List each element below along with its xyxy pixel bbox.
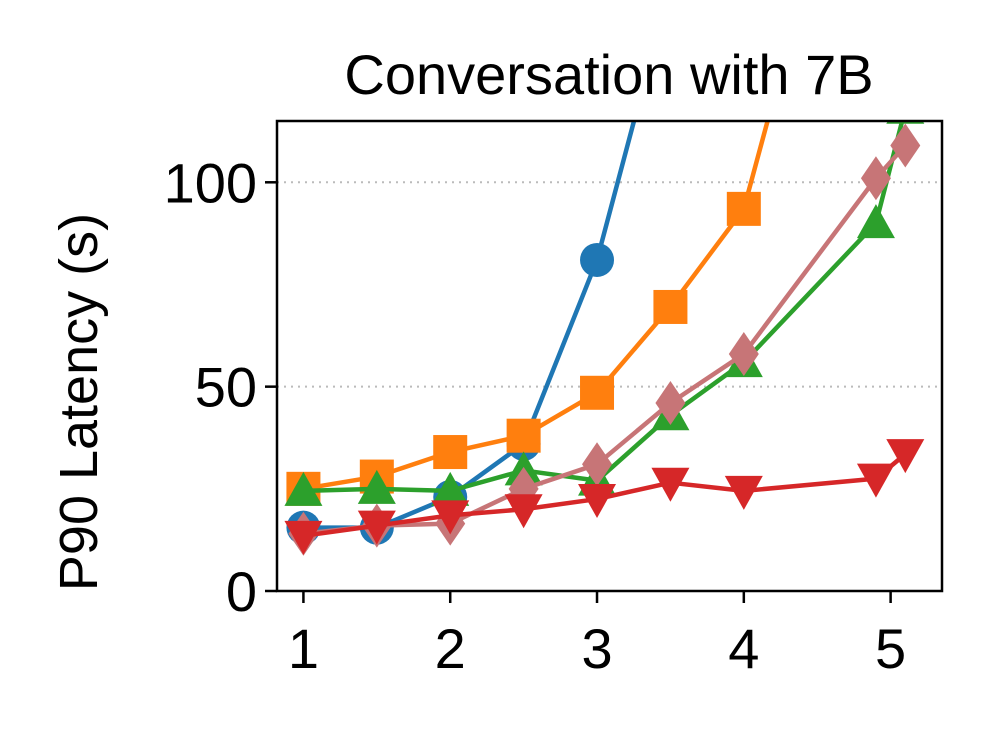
data-point-square — [580, 375, 615, 410]
data-point-triangle-down — [886, 439, 925, 474]
series-line-3 — [303, 121, 905, 494]
data-point-triangle-up — [284, 471, 323, 506]
series-layer — [284, 2, 925, 556]
data-point-square — [778, 2, 812, 36]
y-tick-label: 50 — [195, 356, 257, 419]
data-point-diamond — [655, 381, 686, 425]
plot-frame — [275, 119, 944, 593]
y-tick-label: 0 — [226, 560, 257, 623]
data-point-triangle-up — [856, 204, 895, 239]
data-point-circle — [580, 242, 615, 277]
data-point-square — [653, 289, 688, 324]
data-point-diamond — [728, 331, 759, 376]
x-tick-label: 4 — [728, 617, 759, 680]
x-tick-label: 5 — [875, 617, 906, 680]
data-point-triangle-down — [431, 500, 470, 535]
series-3 — [284, 121, 925, 506]
y-axis-label: P90 Latency (s) — [49, 213, 109, 591]
data-point-square — [726, 191, 761, 226]
data-point-triangle-down — [357, 510, 396, 545]
data-point-triangle-down — [651, 467, 690, 502]
data-point-square — [506, 418, 541, 453]
x-tick-label: 2 — [435, 617, 466, 680]
data-point-triangle-down — [856, 463, 895, 498]
data-point-diamond — [890, 123, 921, 168]
chart-title: Conversation with 7B — [344, 43, 873, 106]
x-tick-label: 3 — [581, 617, 612, 680]
data-point-triangle-up — [886, 121, 925, 124]
grid-lines — [277, 181, 942, 388]
data-point-triangle-down — [724, 475, 763, 510]
data-point-diamond — [860, 156, 891, 201]
data-point-diamond — [582, 442, 613, 487]
data-point-triangle-down — [284, 520, 323, 555]
data-point-square — [433, 435, 468, 470]
y-tick-label: 100 — [164, 151, 257, 214]
x-tick-label: 1 — [288, 617, 319, 680]
data-point-triangle-down — [504, 494, 543, 529]
data-point-triangle-up — [431, 471, 470, 506]
series-5 — [284, 439, 925, 555]
data-point-triangle-down — [578, 484, 617, 519]
data-point-triangle-up — [357, 469, 396, 504]
